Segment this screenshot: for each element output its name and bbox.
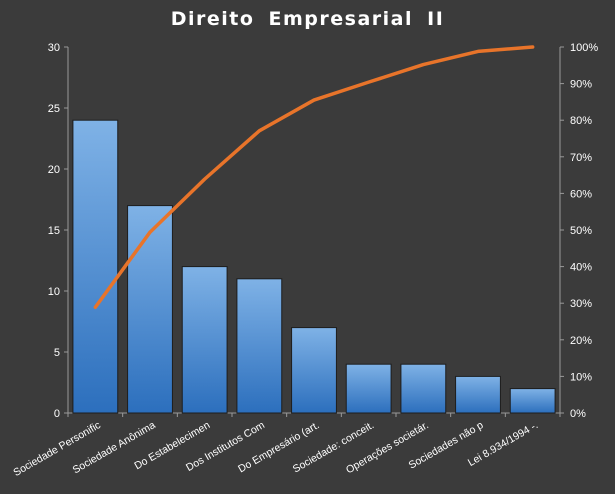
- chart-title: Direito Empresarial II: [170, 8, 445, 30]
- y2-tick-label: 80%: [570, 115, 592, 127]
- bar: [400, 363, 447, 414]
- bar: [345, 363, 392, 414]
- y2-tick-label: 40%: [570, 262, 592, 274]
- y-tick-label: 20: [48, 164, 60, 176]
- x-category-label: Sociedade Personific: [11, 419, 102, 479]
- bar: [181, 266, 228, 414]
- y2-tick-label: 70%: [570, 152, 592, 164]
- y2-tick-label: 60%: [570, 188, 592, 200]
- y2-tick-label: 10%: [570, 371, 592, 383]
- y2-tick-label: 50%: [570, 225, 592, 237]
- bar: [509, 388, 556, 414]
- y-tick-label: 10: [48, 286, 60, 298]
- bar: [455, 375, 501, 414]
- y-tick-label: 25: [48, 103, 60, 115]
- bar: [236, 278, 283, 414]
- y2-tick-label: 0%: [570, 408, 586, 420]
- y2-tick-label: 100%: [570, 42, 598, 54]
- y-tick-label: 30: [48, 42, 60, 54]
- cumulative-line: [93, 45, 535, 309]
- y-tick-label: 15: [48, 225, 60, 237]
- y2-tick-label: 20%: [570, 335, 592, 347]
- bar: [127, 205, 173, 414]
- y2-tick-label: 90%: [570, 79, 592, 91]
- y-tick-label: 5: [54, 347, 60, 359]
- bar: [291, 327, 337, 414]
- bar: [72, 119, 119, 414]
- y2-tick-label: 30%: [570, 298, 592, 310]
- y-tick-label: 0: [54, 408, 60, 420]
